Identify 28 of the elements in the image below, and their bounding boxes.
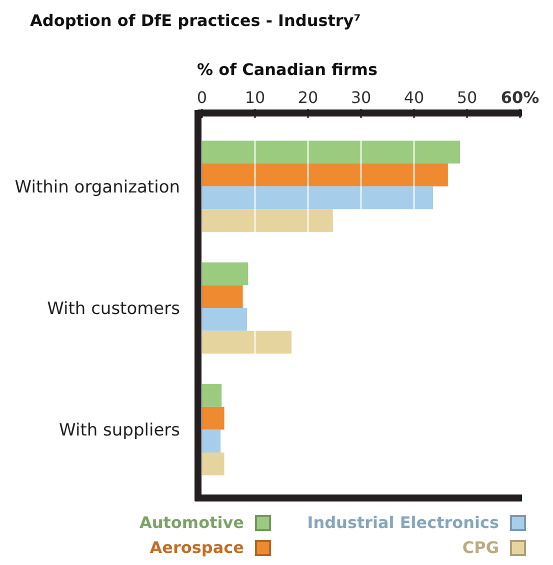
x-tick-label: 30	[350, 88, 372, 107]
y-tick-label: With customers	[47, 299, 180, 319]
legend-label: Automotive	[140, 513, 244, 532]
bar	[202, 406, 224, 430]
bar	[202, 209, 333, 232]
bar	[202, 262, 248, 286]
x-tick-label: 20	[298, 88, 318, 107]
legend-label: Industrial Electronics	[307, 513, 499, 532]
x-axis-title: % of Canadian firms	[197, 60, 378, 79]
bar	[202, 308, 248, 331]
x-tick-label: 60%	[500, 88, 540, 107]
bar	[202, 164, 448, 186]
bar	[202, 186, 434, 210]
y-tick-label: Within organization	[14, 177, 180, 198]
bar	[202, 384, 222, 407]
chart-title: Adoption of DfE practices - Industry⁷	[30, 11, 361, 30]
legend-label: CPG	[462, 538, 499, 557]
bar	[202, 452, 224, 476]
x-tick-label: 0	[196, 88, 208, 107]
bar	[202, 330, 292, 354]
x-tick-label: 50	[456, 88, 478, 107]
bar	[202, 285, 243, 308]
bar	[202, 140, 460, 164]
bar	[202, 430, 221, 452]
legend-label: Aerospace	[150, 538, 244, 557]
x-tick-label: 40	[404, 88, 424, 107]
x-tick-label: 10	[244, 88, 266, 107]
y-tick-label: With suppliers	[59, 420, 180, 441]
